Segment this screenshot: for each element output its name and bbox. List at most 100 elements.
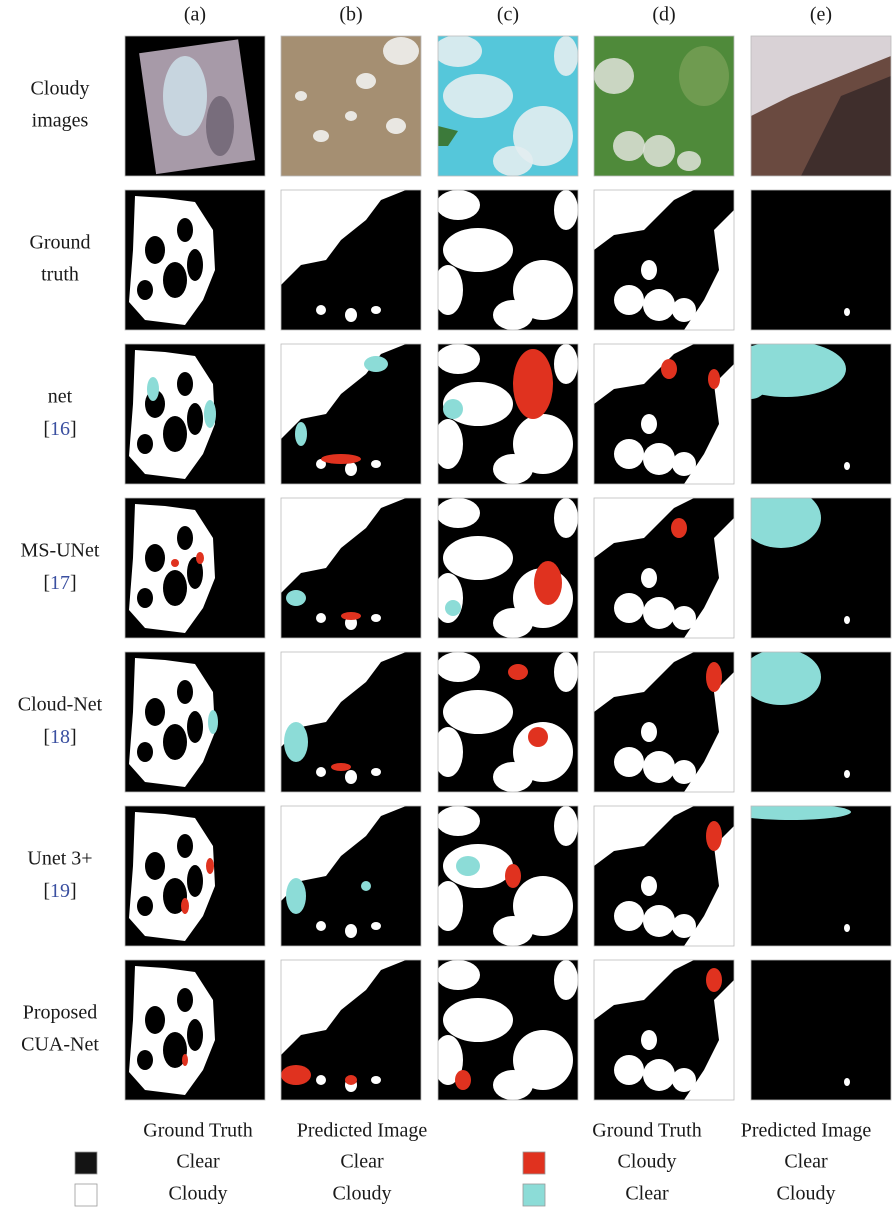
panel	[594, 652, 734, 792]
clear	[137, 896, 153, 916]
panel	[125, 960, 265, 1100]
bg	[751, 960, 891, 1100]
citation-part: [	[43, 572, 50, 594]
legend-header: Ground Truth	[143, 1120, 252, 1142]
cloud	[436, 806, 480, 836]
terrain	[679, 46, 729, 106]
cloud	[594, 58, 634, 94]
clear	[177, 834, 193, 858]
cloud	[844, 924, 850, 932]
error	[208, 710, 218, 734]
panel	[281, 190, 421, 330]
error	[528, 727, 548, 747]
cloud	[614, 285, 644, 315]
cloud	[316, 767, 326, 777]
panel	[594, 806, 734, 946]
cloud	[641, 260, 657, 280]
legend-swatch	[523, 1152, 545, 1174]
panel	[751, 960, 891, 1100]
clear	[137, 742, 153, 762]
error	[513, 349, 553, 419]
legend-header: Predicted Image	[297, 1120, 428, 1142]
cloud	[614, 1055, 644, 1085]
error	[147, 377, 159, 401]
error	[182, 1054, 188, 1066]
error	[706, 968, 722, 992]
cloud	[443, 74, 513, 118]
citation-part: [	[43, 418, 50, 440]
error	[331, 763, 351, 771]
panel	[281, 806, 421, 946]
panel	[751, 36, 891, 176]
cloud	[643, 443, 675, 475]
cloud	[371, 1076, 381, 1084]
clear	[177, 218, 193, 242]
error	[741, 649, 821, 705]
panel	[433, 652, 578, 792]
cloud	[345, 462, 357, 476]
cloud	[443, 228, 513, 272]
figure: (a)(b)(c)(d)(e)CloudyimagesGroundtruthne…	[0, 0, 895, 1208]
row-label: images	[32, 110, 89, 132]
cloud	[493, 762, 533, 792]
error	[361, 881, 371, 891]
row-label: Proposed	[23, 1002, 97, 1024]
error	[345, 1075, 357, 1085]
row-label: CUA-Net	[21, 1034, 99, 1056]
cloud	[641, 1030, 657, 1050]
bg	[751, 806, 891, 946]
panel	[741, 488, 891, 638]
error	[455, 1070, 471, 1090]
cloud	[436, 498, 480, 528]
clear	[163, 262, 187, 298]
column-label: (e)	[810, 4, 832, 26]
cloud	[295, 91, 307, 101]
cloud	[493, 300, 533, 330]
cloud	[436, 652, 480, 682]
error	[196, 552, 204, 564]
citation-part: [	[43, 880, 50, 902]
citation-part: 16	[50, 418, 70, 440]
error	[286, 590, 306, 606]
legend-ground-truth: Clear	[176, 1151, 220, 1173]
cloud	[316, 305, 326, 315]
clear	[145, 544, 165, 572]
panel	[125, 36, 265, 176]
cloud	[493, 916, 533, 946]
cloud	[554, 652, 578, 692]
panel	[433, 190, 578, 330]
cloud	[345, 111, 357, 121]
cloud	[554, 36, 578, 76]
clear	[177, 988, 193, 1012]
cloud	[643, 751, 675, 783]
legend-swatch	[75, 1152, 97, 1174]
citation-part: ]	[70, 418, 77, 440]
cloud	[436, 960, 480, 990]
error	[341, 612, 361, 620]
cloud	[493, 608, 533, 638]
clear	[187, 865, 203, 897]
cloud	[554, 806, 578, 846]
cloud	[356, 73, 376, 89]
error	[726, 341, 846, 397]
error	[171, 559, 179, 567]
cloud	[433, 573, 463, 623]
cloud	[345, 924, 357, 938]
citation-part: 19	[50, 880, 70, 902]
error	[534, 561, 562, 605]
clear	[177, 372, 193, 396]
cloud	[436, 344, 480, 374]
error	[443, 399, 463, 419]
cloud	[316, 613, 326, 623]
cloud	[643, 135, 675, 167]
legend-ground-truth: Cloudy	[618, 1151, 677, 1173]
cloud	[345, 770, 357, 784]
cloud	[433, 727, 463, 777]
cloud	[672, 760, 696, 784]
clear	[145, 852, 165, 880]
cloud	[643, 1059, 675, 1091]
cloud	[371, 922, 381, 930]
clear	[187, 711, 203, 743]
error	[281, 1065, 311, 1085]
cloud	[844, 308, 850, 316]
